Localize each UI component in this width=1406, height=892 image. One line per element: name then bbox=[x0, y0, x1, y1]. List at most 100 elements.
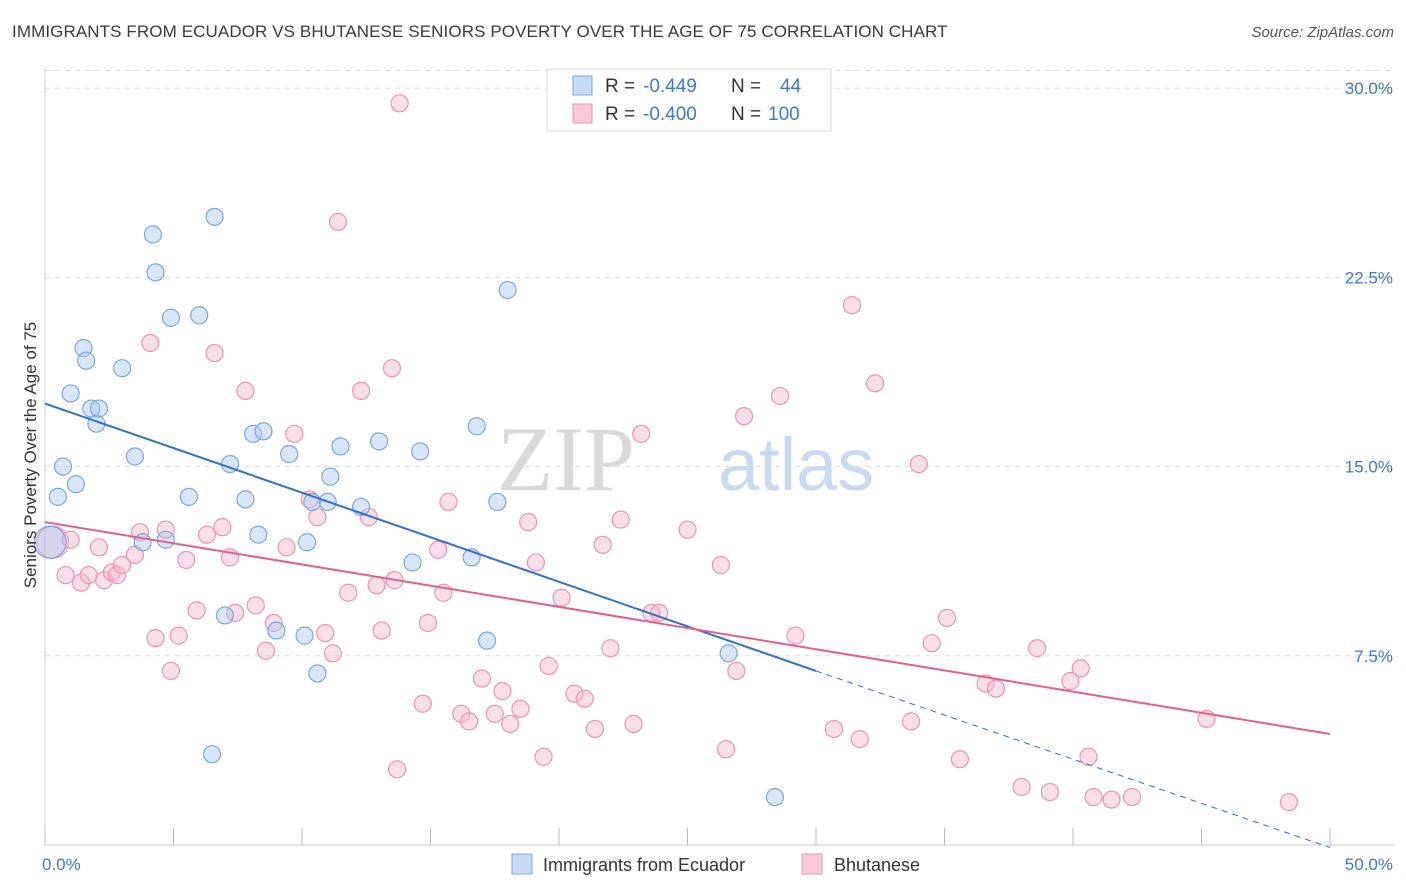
ecuador-point-1 bbox=[48, 487, 67, 506]
ecuador-point-43 bbox=[488, 492, 507, 512]
bhutanese-point-64 bbox=[593, 535, 612, 554]
y-tick-label-3: 30.0% bbox=[1345, 79, 1393, 98]
ecuador-point-11 bbox=[125, 447, 145, 466]
bhutanese-point-61 bbox=[565, 684, 584, 703]
watermark-zip: ZIP bbox=[497, 408, 635, 510]
bhutanese-point-90 bbox=[1027, 639, 1047, 658]
bhutanese-point-3 bbox=[71, 573, 91, 592]
bhutanese-point-66 bbox=[611, 510, 630, 529]
bhutanese-point-67 bbox=[624, 714, 643, 734]
ecuador-point-32 bbox=[308, 664, 327, 683]
y-tick-label-0: 7.5% bbox=[1354, 647, 1393, 666]
bhutanese-point-12 bbox=[141, 333, 160, 353]
ecuador-point-17 bbox=[179, 487, 199, 506]
bhutanese-point-36 bbox=[352, 381, 371, 401]
bhutanese-point-52 bbox=[485, 704, 504, 723]
bhutanese-point-59 bbox=[539, 656, 558, 675]
bhutanese-point-75 bbox=[734, 407, 754, 426]
bhutanese-point-38 bbox=[367, 576, 386, 595]
bhutanese-point-40 bbox=[382, 359, 402, 378]
ecuador-points bbox=[33, 207, 784, 807]
bhutanese-point-24 bbox=[236, 381, 255, 401]
bhutanese-point-96 bbox=[1102, 790, 1121, 809]
bhutanese-point-14 bbox=[156, 520, 175, 539]
ecuador-point-39 bbox=[411, 442, 430, 461]
bhutanese-point-78 bbox=[824, 719, 844, 739]
bhutanese-point-49 bbox=[452, 704, 471, 723]
bhutanese-point-54 bbox=[501, 714, 520, 734]
bhutanese-point-84 bbox=[922, 634, 941, 653]
ecuador-point-41 bbox=[467, 417, 486, 436]
ecuador-point-18 bbox=[190, 306, 209, 325]
bhutanese-point-86 bbox=[950, 750, 970, 769]
watermark: ZIP atlas bbox=[497, 408, 874, 510]
x-tick-labels: 0.0% 50.0% bbox=[42, 855, 1393, 874]
bhutanese-point-95 bbox=[1084, 787, 1103, 807]
x-tick-label-1: 50.0% bbox=[1345, 855, 1393, 874]
legend-n-label-2: N = bbox=[731, 104, 761, 125]
bhutanese-point-80 bbox=[850, 729, 869, 749]
ecuador-point-45 bbox=[719, 644, 738, 663]
bhutanese-point-21 bbox=[213, 518, 232, 537]
bhutanese-point-57 bbox=[526, 553, 545, 572]
bhutanese-point-17 bbox=[177, 550, 196, 570]
bhutanese-point-53 bbox=[493, 682, 512, 701]
legend-swatch-blue bbox=[572, 75, 593, 96]
bhutanese-point-87 bbox=[976, 674, 995, 693]
bhutanese-point-32 bbox=[316, 623, 335, 643]
bhutanese-point-76 bbox=[770, 386, 790, 406]
bhutanese-point-51 bbox=[472, 669, 491, 688]
ecuador-point-30 bbox=[298, 533, 317, 552]
legend-n-label-1: N = bbox=[731, 76, 761, 97]
bhutanese-point-74 bbox=[727, 661, 746, 681]
bhutanese-point-92 bbox=[1061, 671, 1080, 691]
y-tick-labels: 7.5% 15.0% 22.5% 30.0% bbox=[1345, 79, 1393, 666]
ecuador-point-21 bbox=[215, 606, 234, 625]
series-legend-label-ecuador: Immigrants from Ecuador bbox=[543, 855, 745, 875]
ecuador-trend-line bbox=[44, 402, 817, 672]
legend-r-label-1: R = bbox=[605, 76, 635, 97]
bhutanese-point-30 bbox=[300, 490, 319, 509]
ecuador-point-13 bbox=[143, 225, 163, 244]
legend-r-value-1: -0.449 bbox=[643, 76, 697, 97]
bhutanese-point-9 bbox=[112, 555, 132, 575]
ecuador-point-27 bbox=[267, 621, 286, 640]
y-tick-label-1: 15.0% bbox=[1345, 458, 1393, 477]
ecuador-point-4 bbox=[66, 475, 85, 494]
bhutanese-point-62 bbox=[575, 689, 594, 708]
bhutanese-point-20 bbox=[205, 343, 224, 363]
bhutanese-point-28 bbox=[277, 538, 296, 557]
ecuador-point-3 bbox=[61, 384, 80, 403]
bhutanese-point-81 bbox=[866, 374, 885, 393]
bhutanese-point-34 bbox=[328, 212, 348, 231]
bhutanese-point-91 bbox=[1040, 782, 1059, 802]
bhutanese-point-35 bbox=[339, 583, 358, 602]
axes bbox=[44, 68, 1395, 846]
ecuador-point-26 bbox=[254, 422, 273, 441]
bhutanese-point-89 bbox=[1012, 777, 1031, 797]
bhutanese-point-72 bbox=[711, 555, 731, 575]
bhutanese-point-15 bbox=[161, 661, 181, 681]
bhutanese-point-44 bbox=[413, 694, 432, 713]
bhutanese-point-45 bbox=[418, 613, 438, 633]
bhutanese-point-13 bbox=[146, 629, 165, 648]
ecuador-point-25 bbox=[249, 525, 268, 544]
legend-n-value-2: 100 bbox=[768, 104, 800, 125]
series-legend-swatch-blue bbox=[511, 853, 533, 875]
bhutanese-point-60 bbox=[552, 588, 571, 607]
bhutanese-point-31 bbox=[308, 507, 327, 527]
bhutanese-point-68 bbox=[632, 424, 651, 443]
ecuador-point-2 bbox=[53, 457, 73, 476]
ecuador-point-35 bbox=[331, 437, 350, 456]
ecuador-point-0 bbox=[33, 525, 67, 559]
bhutanese-point-7 bbox=[102, 563, 121, 582]
ecuador-point-38 bbox=[403, 553, 422, 572]
ecuador-point-23 bbox=[236, 490, 255, 509]
series-legend-swatch-pink bbox=[801, 853, 823, 875]
ecuador-point-46 bbox=[765, 787, 784, 807]
bhutanese-point-26 bbox=[256, 641, 276, 660]
y-tick-label-2: 22.5% bbox=[1345, 268, 1393, 287]
legend-box bbox=[546, 68, 832, 132]
ecuador-trend-extension bbox=[815, 670, 1331, 848]
